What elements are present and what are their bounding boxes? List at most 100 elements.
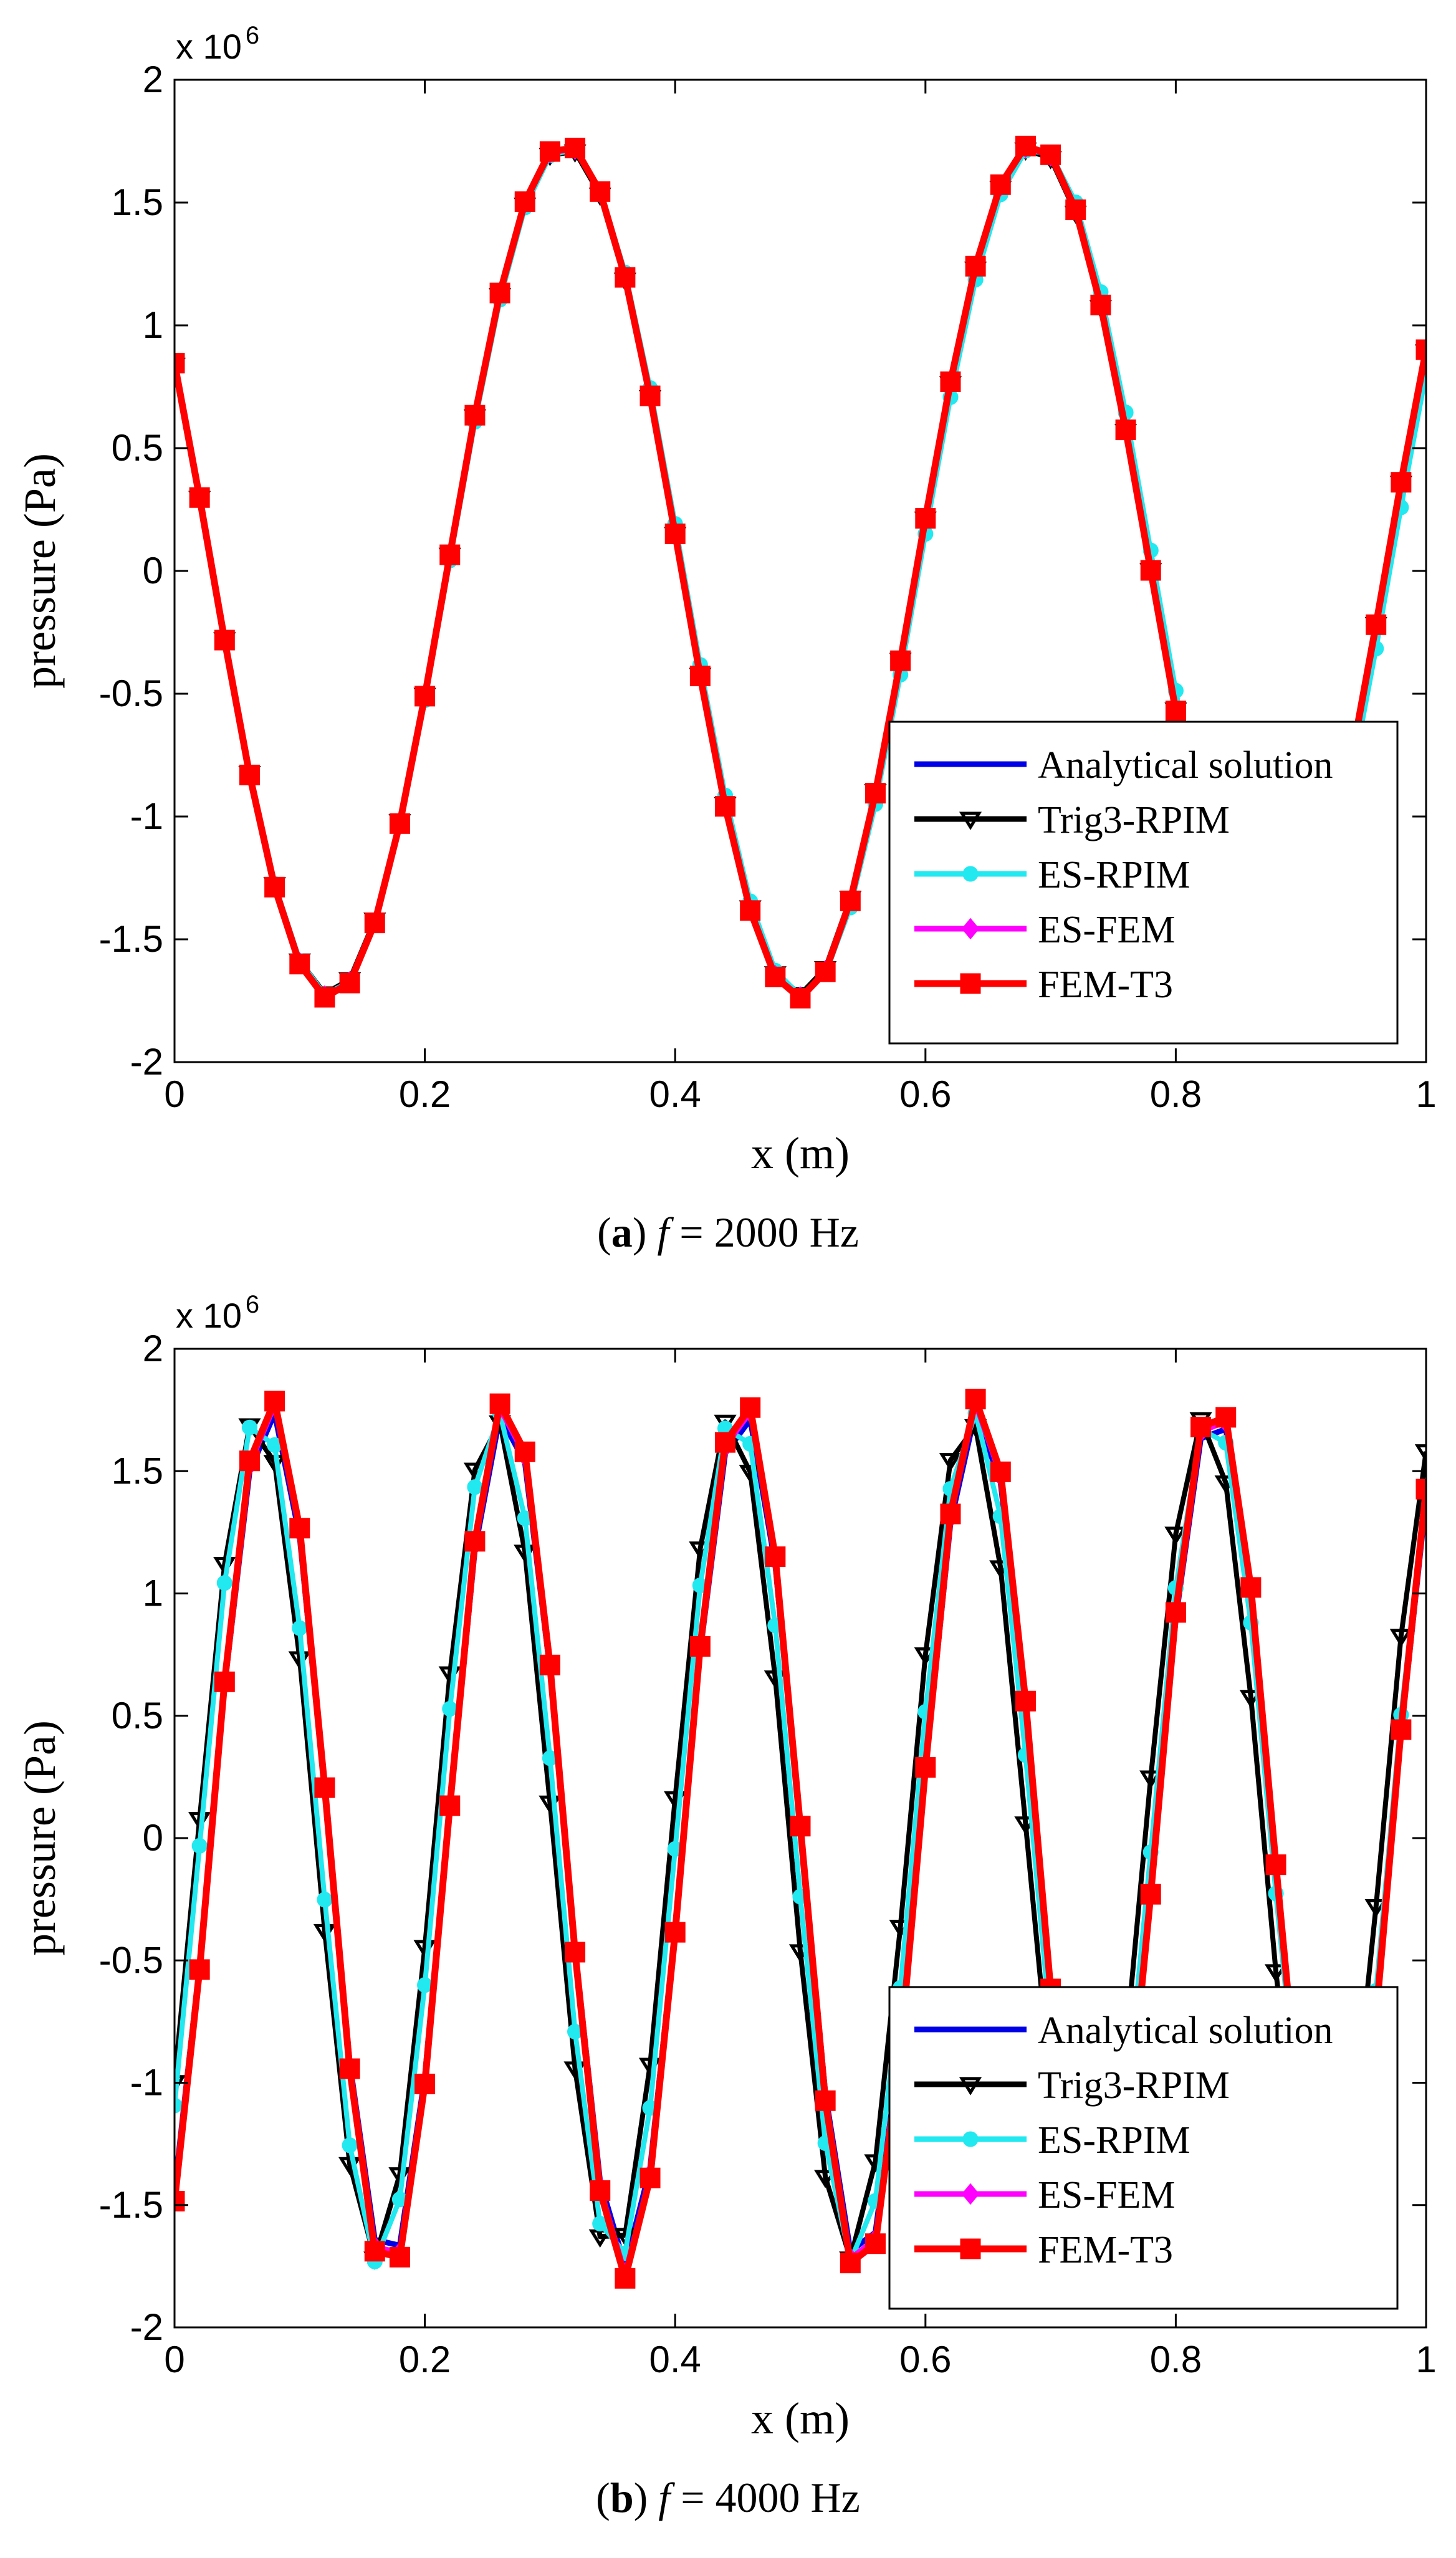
panel-b-point-4-20 (664, 1922, 686, 1943)
panel-a-xtick-label-0: 0 (164, 1073, 184, 1115)
panel-a-ytick-label-0: -2 (130, 1041, 163, 1083)
panel-a-xtick-label-1: 0.2 (399, 1073, 451, 1115)
panel-b-caption-open: ( (596, 2474, 610, 2521)
panel-a-point-4-17 (590, 181, 611, 202)
panel-b-xtick-label-0: 0 (164, 2339, 184, 2380)
panel-b-point-4-44 (1265, 1854, 1286, 1875)
panel-a-point-4-50 (1415, 339, 1426, 360)
panel-a-point-4-37 (1090, 294, 1111, 315)
panel-b-point-4-13 (489, 1393, 510, 1414)
panel-b-point-4-21 (689, 1636, 711, 1657)
panel-a-point-4-40 (1165, 701, 1186, 722)
panel-b-caption: (b) f = 4000 Hz (596, 2474, 860, 2521)
panel-b-point-4-49 (1391, 1719, 1412, 1740)
panel-a-point-4-49 (1391, 472, 1412, 493)
panel-a-xtick-label-2: 0.4 (649, 1073, 701, 1115)
panel-b-ticks: 0 0.2 0.4 0.6 0.8 1 -2 -1.5 -1 -0.5 0 0.5 1 1.5 2 (99, 1328, 1437, 2380)
panel-a-point-4-20 (664, 523, 686, 544)
panel-a-ytick-label-5: 0.5 (112, 427, 163, 469)
panel-a-point-4-16 (565, 137, 586, 158)
panel-b-exponent-base: x 10 (176, 1296, 242, 1335)
panel-b-point-1-43 (1239, 1690, 1263, 1708)
panel-b-point-4-18 (615, 2268, 636, 2289)
panel-a-point-4-38 (1115, 419, 1136, 441)
panel-a-point-4-28 (865, 783, 886, 804)
panel-a-legend-marker-2 (962, 866, 979, 882)
panel-a-point-4-26 (815, 961, 836, 982)
panel-b-point-4-17 (590, 2180, 611, 2201)
panel-b-point-4-9 (389, 2246, 410, 2268)
panel-b-ytick-label-5: 0.5 (112, 1695, 163, 1736)
panel-b-point-4-42 (1215, 1407, 1237, 1428)
panel-a-ytick-label-1: -1.5 (99, 918, 163, 960)
panel-b-legend-label-3: ES-FEM (1038, 2174, 1175, 2216)
panel-a-point-4-12 (464, 405, 486, 426)
panel-b-xtick-label-2: 0.4 (649, 2339, 701, 2380)
panel-a-point-4-33 (990, 174, 1011, 195)
panel-b-point-4-8 (364, 2241, 385, 2262)
panel-b-point-4-40 (1165, 1602, 1186, 1623)
panel-b-legend-label-1: Trig3-RPIM (1038, 2064, 1230, 2107)
panel-b-point-4-5 (289, 1518, 310, 1539)
panel-b-point-4-22 (715, 1432, 736, 1453)
panel-a-caption-letter: a (611, 1209, 633, 1256)
panel-b-ytick-label-6: 1 (143, 1573, 163, 1614)
panel-b-series-line-1 (175, 1417, 1426, 2261)
panel-a-ytick-label-6: 1 (143, 304, 163, 346)
panel-a-point-4-24 (765, 966, 786, 987)
panel-b-ytick-label-0: -2 (130, 2306, 163, 2348)
panel-a-point-4-3 (239, 764, 260, 785)
panel-b-point-4-23 (740, 1397, 761, 1418)
panel-b-point-1-44 (1264, 1964, 1288, 1983)
panel-b-point-4-15 (539, 1654, 560, 1675)
panel-b-ytick-label-4: 0 (143, 1817, 163, 1859)
panel-b-xtick-label-4: 0.8 (1150, 2339, 1202, 2380)
panel-a-caption-open: ( (597, 1209, 611, 1256)
panel-a-exponent: x 10 6 (176, 22, 259, 66)
panel-a-legend-marker-1 (959, 812, 982, 830)
panel-a-point-4-39 (1140, 560, 1161, 581)
panel-a-point-4-23 (740, 900, 761, 921)
panel-b-point-4-2 (214, 1671, 235, 1692)
panel-b-point-1-50 (1414, 1444, 1426, 1463)
panel-b-legend-marker-2 (962, 2131, 979, 2147)
panel-a-legend-label-0: Analytical solution (1038, 744, 1333, 787)
panel-b-point-2-6 (317, 1892, 333, 1908)
panel-b-point-4-26 (815, 2090, 836, 2111)
panel-b: 0 0.2 0.4 0.6 0.8 1 -2 -1.5 -1 -0.5 0 0.5 1 1.5 2 x 10… (15, 1291, 1437, 2521)
panel-a-plot-area (175, 135, 1426, 1008)
panel-b-point-4-41 (1190, 1416, 1212, 1437)
panel-b-xlabel: x (m) (751, 2393, 850, 2443)
panel-a-legend-label-3: ES-FEM (1038, 909, 1175, 951)
panel-b-point-1-40 (1164, 1526, 1187, 1545)
panel-a-point-4-48 (1366, 614, 1387, 635)
panel-b-legend-label-2: ES-RPIM (1038, 2119, 1190, 2162)
panel-b-point-2-3 (241, 1419, 258, 1435)
panel-b-point-4-30 (915, 1757, 936, 1778)
panel-a-point-4-11 (439, 544, 461, 565)
panel-a-caption: (a) f = 2000 Hz (597, 1209, 859, 1256)
panel-b-legend-label-0: Analytical solution (1038, 2010, 1333, 2052)
panel-b-xtick-label-1: 0.2 (399, 2339, 451, 2380)
panel-a-point-4-1 (189, 487, 210, 508)
panel-b-point-4-32 (965, 1389, 986, 1410)
panel-b-point-4-25 (790, 1816, 811, 1837)
panel-b-ytick-label-3: -0.5 (99, 1939, 163, 1981)
panel-a-point-4-5 (289, 954, 310, 975)
panel-a-xlabel: x (m) (751, 1128, 850, 1178)
panel-b-point-4-28 (865, 2233, 886, 2254)
panel-b-caption-freq: = 4000 Hz (670, 2474, 860, 2521)
panel-a-point-4-36 (1065, 199, 1086, 221)
panel-b-legend-marker-4 (960, 2238, 981, 2259)
panel-a-ytick-label-8: 2 (143, 59, 163, 100)
panel-b-point-4-39 (1140, 1884, 1161, 1905)
panel-b-legend-marker-1 (959, 2077, 982, 2096)
panel-b-point-4-27 (840, 2253, 861, 2274)
panel-a-point-4-13 (489, 282, 510, 304)
panel-a-legend-label-2: ES-RPIM (1038, 854, 1190, 896)
panel-a-ytick-label-7: 1.5 (112, 181, 163, 223)
panel-a-point-4-18 (615, 267, 636, 288)
panel-a-point-4-22 (715, 796, 736, 817)
panel-b-point-4-6 (314, 1777, 335, 1798)
panel-b-point-1-49 (1389, 1629, 1412, 1647)
